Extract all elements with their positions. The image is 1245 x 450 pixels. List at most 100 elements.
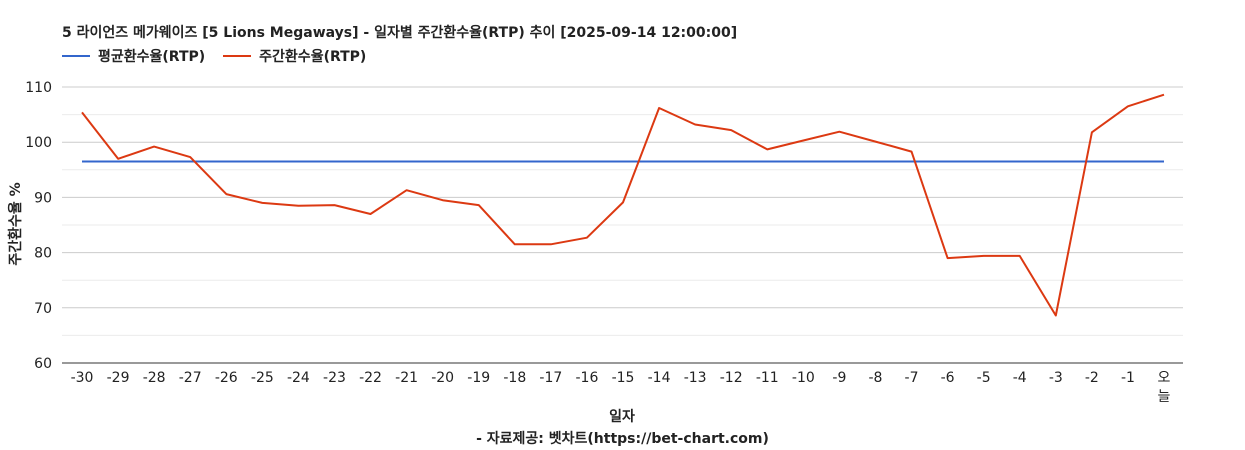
chart-title: 5 라이언즈 메가웨이즈 [5 Lions Megaways] - 일자별 주간… bbox=[62, 25, 738, 41]
data-point-average[interactable] bbox=[440, 159, 446, 165]
x-tick-label: -2 bbox=[1085, 370, 1099, 386]
data-point-weekly[interactable] bbox=[1089, 129, 1095, 135]
data-point-weekly[interactable] bbox=[1017, 253, 1023, 259]
data-point-weekly[interactable] bbox=[692, 122, 698, 128]
data-point-average[interactable] bbox=[259, 159, 265, 165]
legend-item-weekly[interactable]: 주간환수율(RTP) bbox=[223, 46, 366, 66]
x-tick-label: -8 bbox=[868, 370, 882, 386]
x-tick-label: 오 bbox=[1158, 370, 1171, 386]
legend-swatch-average bbox=[62, 55, 90, 57]
data-point-weekly[interactable] bbox=[945, 255, 951, 261]
x-tick-label: -12 bbox=[720, 370, 743, 386]
data-point-weekly[interactable] bbox=[620, 199, 626, 205]
y-tick-label: 110 bbox=[25, 80, 52, 96]
data-point-weekly[interactable] bbox=[764, 146, 770, 152]
data-point-weekly[interactable] bbox=[836, 129, 842, 135]
data-point-weekly[interactable] bbox=[331, 202, 337, 208]
x-tick-label: -4 bbox=[1013, 370, 1027, 386]
x-tick-label: -19 bbox=[467, 370, 490, 386]
x-tick-label: -23 bbox=[323, 370, 346, 386]
series-lines bbox=[79, 92, 1167, 319]
data-point-weekly[interactable] bbox=[1053, 313, 1059, 319]
data-point-average[interactable] bbox=[1125, 159, 1131, 165]
x-tick-label: -21 bbox=[395, 370, 418, 386]
data-point-weekly[interactable] bbox=[1161, 92, 1167, 98]
data-point-weekly[interactable] bbox=[909, 149, 915, 155]
data-point-average[interactable] bbox=[476, 159, 482, 165]
x-tick-label: -18 bbox=[503, 370, 526, 386]
data-point-average[interactable] bbox=[620, 159, 626, 165]
data-point-average[interactable] bbox=[800, 159, 806, 165]
x-tick-label: -24 bbox=[287, 370, 310, 386]
x-tick-label: -22 bbox=[359, 370, 382, 386]
data-point-average[interactable] bbox=[404, 159, 410, 165]
x-tick-label: -13 bbox=[684, 370, 707, 386]
data-point-average[interactable] bbox=[295, 159, 301, 165]
data-point-average[interactable] bbox=[728, 159, 734, 165]
y-tick-label: 90 bbox=[34, 190, 52, 206]
x-tick-label: -1 bbox=[1121, 370, 1135, 386]
data-point-average[interactable] bbox=[223, 159, 229, 165]
data-point-average[interactable] bbox=[1089, 159, 1095, 165]
data-point-weekly[interactable] bbox=[368, 211, 374, 217]
data-point-weekly[interactable] bbox=[512, 241, 518, 247]
y-tick-label: 70 bbox=[34, 301, 52, 317]
x-tick-label: -30 bbox=[71, 370, 94, 386]
data-point-average[interactable] bbox=[981, 159, 987, 165]
data-point-weekly[interactable] bbox=[223, 191, 229, 197]
x-tick-label: -20 bbox=[431, 370, 454, 386]
x-tick-label: -3 bbox=[1049, 370, 1063, 386]
data-point-average[interactable] bbox=[836, 159, 842, 165]
legend-item-average[interactable]: 평균환수율(RTP) bbox=[62, 46, 205, 66]
y-tick-label: 100 bbox=[25, 135, 52, 151]
data-point-weekly[interactable] bbox=[728, 127, 734, 133]
data-point-weekly[interactable] bbox=[404, 187, 410, 193]
y-tick-label: 80 bbox=[34, 246, 52, 262]
x-tick-label: -29 bbox=[107, 370, 130, 386]
series-line-weekly[interactable] bbox=[81, 93, 1165, 317]
data-point-average[interactable] bbox=[151, 159, 157, 165]
data-point-weekly[interactable] bbox=[115, 156, 121, 162]
data-point-average[interactable] bbox=[368, 159, 374, 165]
data-point-average[interactable] bbox=[79, 159, 85, 165]
data-point-average[interactable] bbox=[512, 159, 518, 165]
x-tick-label: -14 bbox=[648, 370, 671, 386]
x-tick-label: -5 bbox=[977, 370, 991, 386]
data-point-average[interactable] bbox=[1161, 159, 1167, 165]
data-point-weekly[interactable] bbox=[151, 144, 157, 150]
data-point-average[interactable] bbox=[872, 159, 878, 165]
data-point-average[interactable] bbox=[945, 159, 951, 165]
data-point-average[interactable] bbox=[331, 159, 337, 165]
data-point-average[interactable] bbox=[656, 159, 662, 165]
data-point-weekly[interactable] bbox=[981, 253, 987, 259]
data-point-weekly[interactable] bbox=[584, 235, 590, 241]
data-point-weekly[interactable] bbox=[872, 139, 878, 145]
data-point-average[interactable] bbox=[1053, 159, 1059, 165]
x-tick-label: -6 bbox=[941, 370, 955, 386]
source-credit: - 자료제공: 벳차트(https://bet-chart.com) bbox=[476, 431, 769, 447]
x-tick-label: 늘 bbox=[1158, 389, 1171, 405]
data-point-average[interactable] bbox=[692, 159, 698, 165]
x-tick-label: -17 bbox=[539, 370, 562, 386]
data-point-weekly[interactable] bbox=[295, 203, 301, 209]
x-tick-label: -9 bbox=[832, 370, 846, 386]
data-point-average[interactable] bbox=[548, 159, 554, 165]
y-tick-labels: 60 70 80 90 100 110 bbox=[25, 80, 52, 372]
data-point-average[interactable] bbox=[764, 159, 770, 165]
x-tick-label: -16 bbox=[575, 370, 598, 386]
data-point-average[interactable] bbox=[584, 159, 590, 165]
data-point-average[interactable] bbox=[1017, 159, 1023, 165]
data-point-weekly[interactable] bbox=[259, 200, 265, 206]
data-point-weekly[interactable] bbox=[800, 138, 806, 144]
x-tick-label: -25 bbox=[251, 370, 274, 386]
data-point-weekly[interactable] bbox=[79, 109, 85, 115]
data-point-weekly[interactable] bbox=[440, 197, 446, 203]
x-tick-label: -27 bbox=[179, 370, 202, 386]
data-point-weekly[interactable] bbox=[548, 241, 554, 247]
data-point-weekly[interactable] bbox=[476, 202, 482, 208]
data-point-weekly[interactable] bbox=[1125, 103, 1131, 109]
data-point-weekly[interactable] bbox=[187, 154, 193, 160]
y-axis-label: 주간환수율 % bbox=[7, 182, 24, 265]
data-point-weekly[interactable] bbox=[656, 105, 662, 111]
